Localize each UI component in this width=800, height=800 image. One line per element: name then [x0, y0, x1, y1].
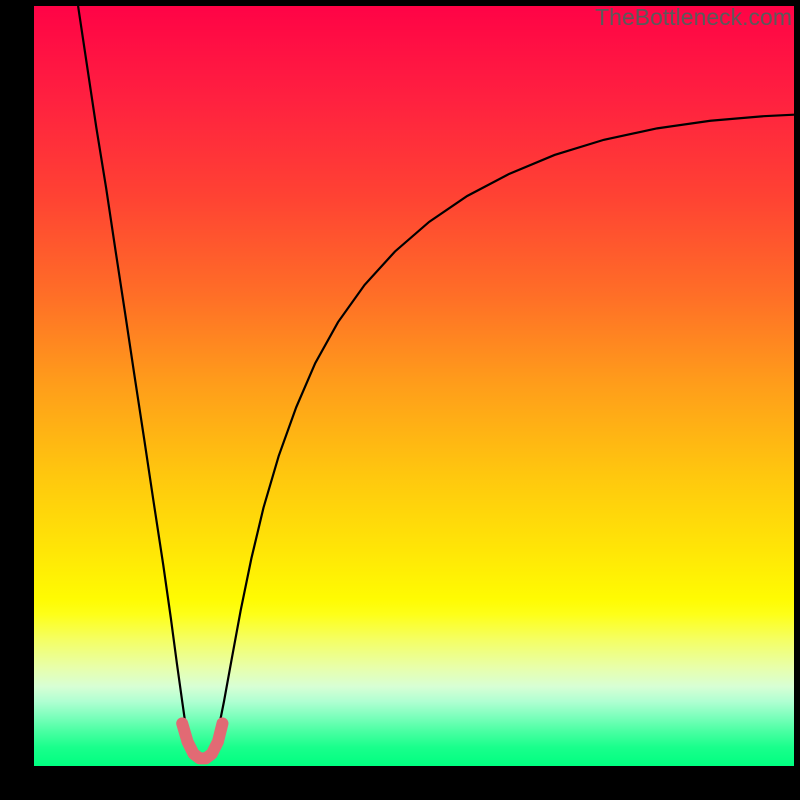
- curve-layer: [34, 6, 794, 766]
- chart-root: TheBottleneck.com: [0, 0, 800, 800]
- plot-area: [34, 6, 794, 766]
- bottleneck-curve: [78, 6, 794, 760]
- watermark-text: TheBottleneck.com: [595, 4, 792, 31]
- bottom-marker: [182, 723, 222, 758]
